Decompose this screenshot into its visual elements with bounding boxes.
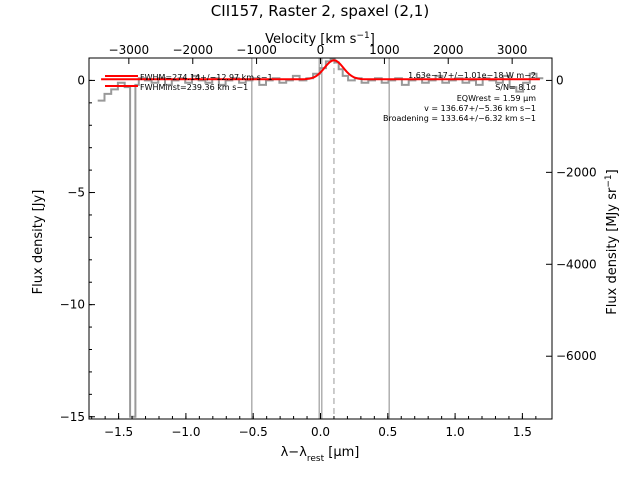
fwhm-inst-annotation: FWHMinst=239.36 km s−1	[140, 83, 248, 92]
reference-lines	[251, 58, 390, 419]
y-tick-label: −15	[60, 410, 85, 424]
y-tick-label: 0	[77, 73, 85, 87]
top-tick-label: 1000	[369, 43, 400, 57]
annotation-right: 1.63e−17+/−1.01e−18 W m−2 S/N= 8.1σ EQWr…	[383, 71, 536, 123]
x-tick-label: 1.5	[513, 425, 532, 439]
top-tick-label: 2000	[433, 43, 464, 57]
gaussian-fit-line	[101, 59, 540, 81]
chart-title: CII157, Raster 2, spaxel (2,1)	[211, 2, 429, 20]
fwhm-annotation: FWHM=274.14+/−12.97 km s−1	[140, 73, 273, 82]
x-tick-label: 1.0	[446, 425, 465, 439]
axis-ticks: −1.5 −1.0 −0.5 0.0 0.5 1.0 1.5−3000 −2000 −1000 0…	[60, 43, 597, 439]
right-tick-label: −4000	[556, 257, 597, 271]
y-tick-label: −5	[67, 186, 85, 200]
top-tick-label: 0	[317, 43, 325, 57]
flux-annotation: 1.63e−17+/−1.01e−18 W m−2	[408, 71, 536, 80]
x-tick-label: −1.5	[104, 425, 133, 439]
top-tick-label: −1000	[236, 43, 277, 57]
x-tick-label: −0.5	[239, 425, 268, 439]
x-tick-label: −1.0	[171, 425, 200, 439]
x-tick-label: 0.5	[378, 425, 397, 439]
broadening-annotation: Broadening = 133.64+/−6.32 km s−1	[383, 114, 536, 123]
velocity-annotation: v = 136.67+/−5.36 km s−1	[424, 104, 536, 113]
top-tick-label: −3000	[109, 43, 150, 57]
right-axis-label: Flux density [MJy sr−1]	[604, 169, 620, 314]
series-layer	[97, 58, 544, 418]
right-tick-label: −6000	[556, 349, 597, 363]
y-axis-label: Flux density [Jy]	[31, 190, 46, 295]
annotation-left: FWHM=274.14+/−12.97 km s−1 FWHMinst=239.…	[140, 73, 273, 92]
right-tick-label: 0	[556, 73, 564, 87]
x-axis-label: λ−λrest [μm]	[281, 445, 360, 464]
eqw-annotation: EQWrest = 1.59 μm	[457, 94, 536, 103]
top-axis-label: Velocity [km s−1]	[265, 31, 375, 47]
top-tick-label: 3000	[497, 43, 528, 57]
snr-annotation: S/N= 8.1σ	[495, 83, 536, 92]
observed-spectrum-line	[97, 58, 544, 418]
y-tick-label: −10	[60, 298, 85, 312]
top-tick-label: −2000	[172, 43, 213, 57]
right-tick-label: −2000	[556, 165, 597, 179]
x-tick-label: 0.0	[311, 425, 330, 439]
